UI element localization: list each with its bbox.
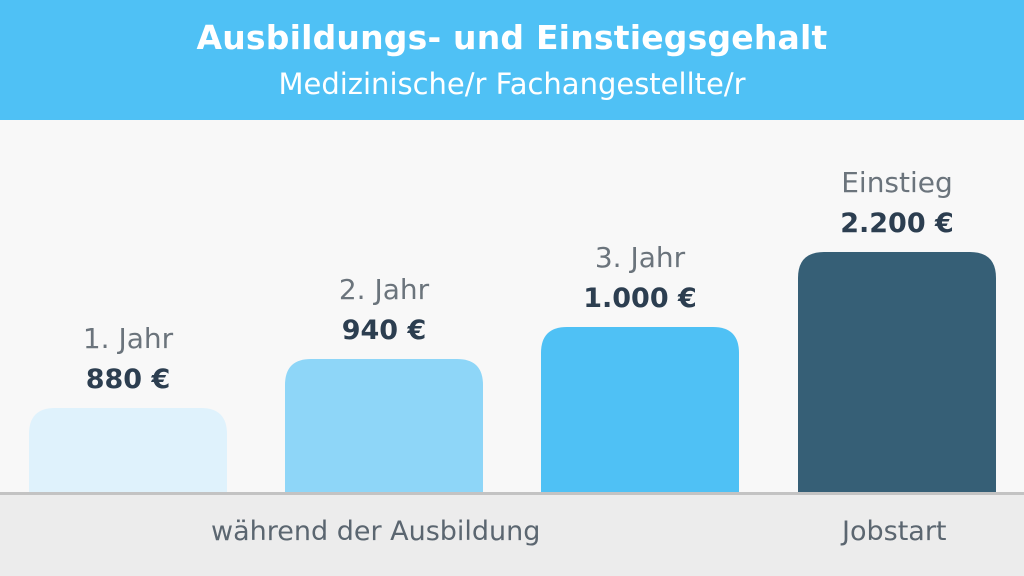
bar-4 <box>798 252 996 492</box>
group-label-training: während der Ausbildung <box>211 516 541 547</box>
bar-2 <box>285 359 483 492</box>
bar-1 <box>29 408 227 492</box>
category-label-1: 1. Jahr <box>83 322 174 355</box>
value-label-1: 880 € <box>86 364 171 395</box>
category-label-4: Einstieg <box>841 166 953 199</box>
bar-3 <box>541 327 739 492</box>
group-label-jobstart: Jobstart <box>842 516 947 547</box>
chart-footer <box>0 495 1024 576</box>
chart-baseline <box>0 492 1024 495</box>
value-label-2: 940 € <box>342 315 427 346</box>
chart-subtitle: Medizinische/r Fachangestellte/r <box>278 67 746 101</box>
category-label-3: 3. Jahr <box>595 241 686 274</box>
value-label-4: 2.200 € <box>840 208 954 239</box>
value-label-3: 1.000 € <box>583 283 697 314</box>
chart-title: Ausbildungs- und Einstiegsgehalt <box>196 18 828 57</box>
chart-header: Ausbildungs- und Einstiegsgehalt Medizin… <box>0 0 1024 120</box>
category-label-2: 2. Jahr <box>339 273 430 306</box>
